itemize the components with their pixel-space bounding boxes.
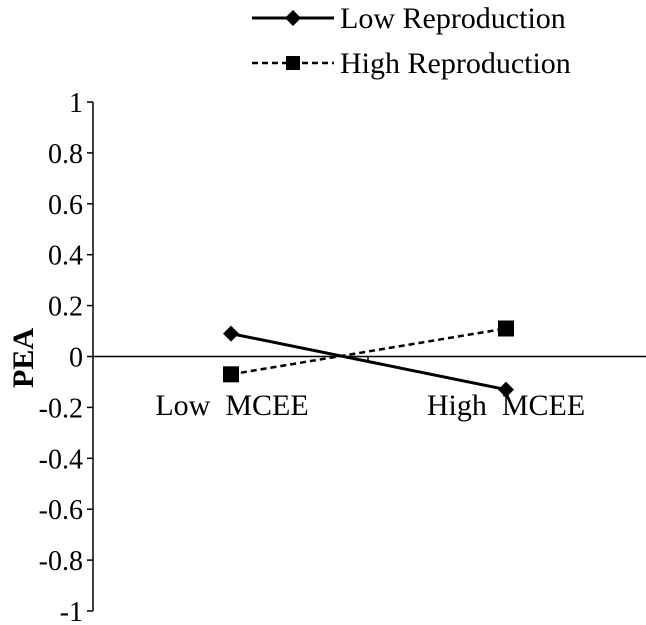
- series-line-high-reproduction: [230, 327, 507, 376]
- y-tick-label: 0.8: [48, 139, 83, 170]
- legend-marker-low-reproduction: [285, 10, 301, 26]
- data-point-low-reproduction: [498, 381, 514, 398]
- y-tick-label: -1: [60, 597, 83, 625]
- y-tick-label: -0.4: [39, 444, 83, 475]
- y-tick-label: 0.6: [48, 190, 83, 221]
- y-tick-label: 0: [69, 343, 83, 374]
- y-tick-label: -0.2: [39, 393, 83, 424]
- series-line-low-reproduction: [230, 332, 507, 392]
- data-point-high-reproduction: [223, 366, 239, 383]
- data-point-low-reproduction: [223, 325, 239, 342]
- legend-marker-high-reproduction: [286, 56, 300, 70]
- legend: Low Reproduction High Reproduction: [252, 2, 571, 80]
- y-tick-label: 0.2: [48, 292, 83, 323]
- legend-label-low-reproduction: Low Reproduction: [340, 2, 566, 35]
- legend-label-high-reproduction: High Reproduction: [340, 47, 571, 80]
- series: [223, 320, 514, 398]
- y-tick-label: 1: [69, 88, 83, 119]
- data-point-high-reproduction: [498, 320, 514, 337]
- y-tick-labels: 1 0.8 0.6 0.4 0.2 0 -0.2 -0.4 -0.6 -0.8 -1: [39, 88, 93, 625]
- y-tick-label: 0.4: [48, 241, 83, 272]
- y-tick-label: -0.8: [39, 546, 83, 577]
- axes: [92, 102, 646, 611]
- y-tick-label: -0.6: [39, 495, 83, 526]
- y-axis-label: PEA: [7, 328, 40, 388]
- category-label: Low MCEE: [155, 389, 308, 422]
- category-labels: Low MCEE High MCEE: [155, 389, 585, 422]
